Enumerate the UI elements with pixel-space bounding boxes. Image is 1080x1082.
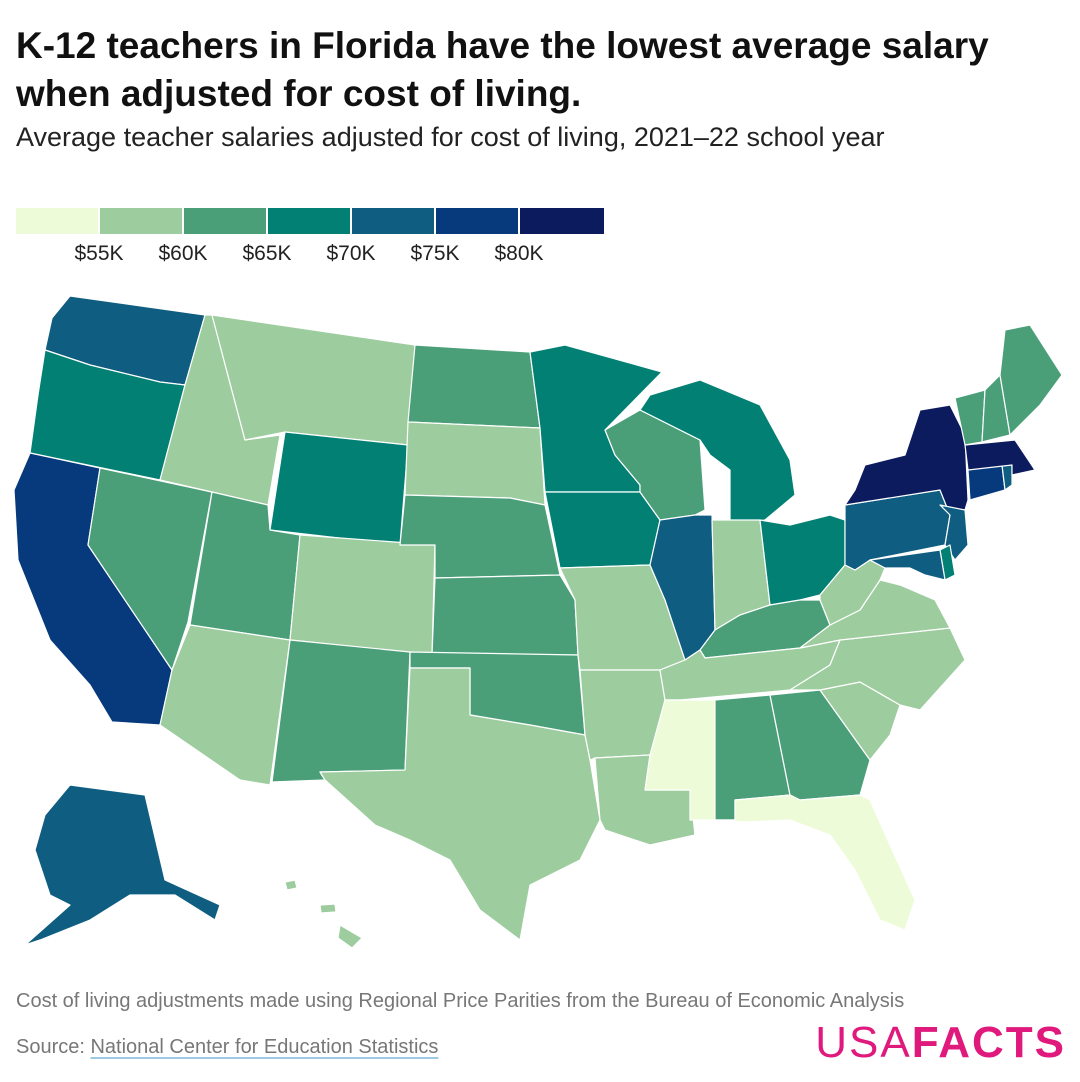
legend-swatch-1 — [16, 208, 98, 234]
state-ia[interactable] — [544, 491, 661, 569]
logo-facts: FACTS — [911, 1018, 1066, 1067]
source-prefix: Source: — [16, 1036, 91, 1058]
state-nd[interactable] — [407, 344, 541, 429]
legend-tick-80k: $80K — [494, 242, 544, 265]
logo-usa: USA — [815, 1018, 912, 1067]
state-me[interactable] — [999, 324, 1063, 436]
state-fl[interactable] — [714, 794, 916, 931]
chart-title: K-12 teachers in Florida have the lowest… — [16, 25, 989, 114]
legend-swatch-2 — [100, 208, 182, 234]
state-ny[interactable] — [844, 404, 969, 516]
state-co[interactable] — [289, 534, 436, 656]
legend-tick-70k: $70K — [326, 242, 376, 265]
state-sd[interactable] — [404, 421, 546, 506]
legend-swatch-4 — [268, 208, 350, 234]
legend-tick-60k: $60K — [158, 242, 208, 265]
legend-swatch-3 — [184, 208, 266, 234]
legend-tick-65k: $65K — [242, 242, 292, 265]
legend-swatch-5 — [352, 208, 434, 234]
state-ct[interactable] — [967, 464, 1006, 501]
footnote: Cost of living adjustments made using Re… — [16, 990, 905, 1012]
source-link[interactable]: National Center for Education Statistics — [90, 1036, 439, 1058]
source-line: Source: National Center for Education St… — [16, 1036, 438, 1059]
usafacts-logo: USAFACTS — [815, 1018, 1066, 1068]
state-nm[interactable] — [271, 639, 411, 783]
state-wy[interactable] — [269, 431, 409, 546]
legend-swatch-7 — [520, 208, 604, 234]
state-tx[interactable] — [319, 667, 601, 941]
state-ks[interactable] — [431, 574, 579, 656]
state-hi[interactable] — [284, 879, 363, 949]
color-legend: $55K $60K $65K $70K $75K $80K — [16, 208, 604, 278]
legend-tick-55k: $55K — [74, 242, 124, 265]
legend-tick-75k: $75K — [410, 242, 460, 265]
state-ak[interactable] — [24, 784, 221, 946]
us-state-map — [13, 295, 1063, 949]
state-ma[interactable] — [964, 439, 1036, 476]
state-md[interactable] — [869, 549, 946, 581]
state-mt[interactable] — [211, 314, 416, 446]
chart-subtitle: Average teacher salaries adjusted for co… — [16, 122, 885, 152]
legend-swatch-6 — [436, 208, 518, 234]
